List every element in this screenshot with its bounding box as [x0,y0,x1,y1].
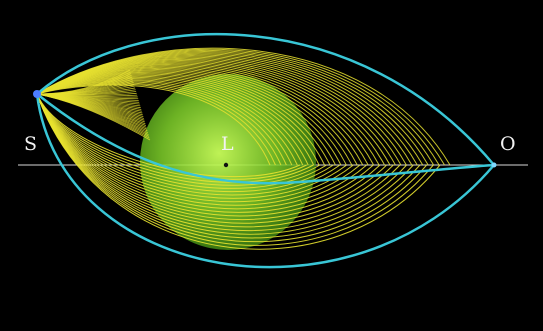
ray-upper [36,79,298,166]
ray-lower [36,93,367,210]
envelope-inner [36,93,495,185]
ray-upper [36,70,342,166]
source-dot-icon [33,90,41,98]
ray-lower [36,93,414,235]
ray-upper [36,83,276,166]
ray-fan-lower [36,93,441,250]
source-label: S [24,133,37,155]
ray-upper [36,74,320,166]
ray-lower [36,93,347,199]
ray-lower [36,93,301,178]
observer-label: O [500,133,516,155]
ray-upper [36,81,287,166]
ray-lower [36,93,394,224]
ray-lower [36,93,354,203]
ray-lower [36,93,327,189]
lens-point-icon [223,162,229,168]
ray-upper [36,72,331,166]
ray-lower [36,93,441,250]
ray-lower [36,93,408,231]
observer-dot-icon [491,162,497,168]
ray-lower [36,93,361,206]
ray-upper [36,69,347,166]
ray-wedge [36,93,151,141]
ray-upper [36,66,358,166]
ray-lower [36,93,321,186]
ray-lower [36,93,374,213]
ray-fan-upper [36,47,451,166]
ray-upper [36,78,304,166]
ray-lower [36,93,401,228]
ray-lower [36,93,341,196]
ray-upper [36,84,271,166]
envelope-lower [35,93,495,269]
ray-upper [36,47,451,166]
ray-upper [36,68,353,166]
ray-upper [36,71,336,166]
ray-upper [36,75,315,166]
ray-lower [36,93,388,220]
ray-lower [36,93,314,183]
ray-lower [36,93,421,239]
ray-lower [36,93,307,180]
ray-lower [36,93,434,246]
ray-upper [36,76,309,166]
lens-label: L [221,133,234,155]
ray-upper [36,73,325,166]
ray-lower [36,93,381,217]
ray-upper [36,82,282,166]
ray-upper [36,80,293,166]
envelope-upper [36,32,495,166]
ray-lower [36,93,428,243]
